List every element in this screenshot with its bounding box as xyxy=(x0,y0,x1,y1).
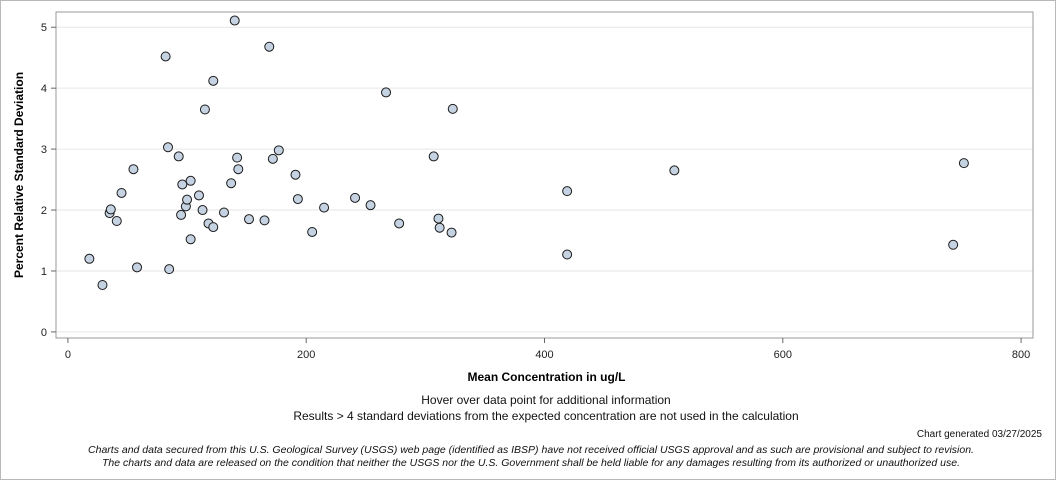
data-point[interactable] xyxy=(208,222,219,233)
data-point[interactable] xyxy=(290,169,301,180)
data-point[interactable] xyxy=(160,51,171,62)
data-point[interactable] xyxy=(164,264,175,275)
x-axis-title: Mean Concentration in ug/L xyxy=(468,370,626,384)
x-tick-label: 200 xyxy=(297,349,315,361)
data-point[interactable] xyxy=(218,207,229,218)
y-axis-title: Percent Relative Standard Deviation xyxy=(12,72,26,278)
data-point[interactable] xyxy=(176,209,187,220)
data-point[interactable] xyxy=(229,15,240,26)
data-point[interactable] xyxy=(226,178,237,189)
data-point[interactable] xyxy=(173,151,184,162)
data-point[interactable] xyxy=(669,165,680,176)
data-point[interactable] xyxy=(319,202,330,213)
data-point[interactable] xyxy=(292,194,303,205)
data-point[interactable] xyxy=(208,75,219,86)
data-point[interactable] xyxy=(182,194,193,205)
data-point[interactable] xyxy=(232,152,243,163)
data-point[interactable] xyxy=(562,249,573,260)
data-point[interactable] xyxy=(185,175,196,186)
hover-note: Hover over data point for additional inf… xyxy=(421,393,671,407)
axis-ticks: 0 1 2 3 4 5 0 200 400 600 800 xyxy=(41,22,1030,361)
disclaimer-line-2: The charts and data are released on the … xyxy=(102,457,960,469)
x-tick-label: 400 xyxy=(535,349,553,361)
data-point[interactable] xyxy=(105,204,116,215)
chart-generated-date: Chart generated 03/27/2025 xyxy=(916,429,1042,440)
x-tick-label: 600 xyxy=(774,349,792,361)
data-point[interactable] xyxy=(185,234,196,245)
data-point[interactable] xyxy=(177,179,188,190)
data-point[interactable] xyxy=(162,142,173,153)
x-tick-label: 0 xyxy=(65,349,71,361)
data-point[interactable] xyxy=(233,164,244,175)
data-point[interactable] xyxy=(197,205,208,216)
data-point[interactable] xyxy=(447,103,458,114)
data-point[interactable] xyxy=(128,164,139,175)
data-point[interactable] xyxy=(244,214,255,225)
data-point[interactable] xyxy=(958,158,969,169)
data-point[interactable] xyxy=(116,187,127,198)
plot-area xyxy=(55,11,1034,339)
y-tick-label: 4 xyxy=(41,83,47,95)
data-point[interactable] xyxy=(428,151,439,162)
y-tick-label: 0 xyxy=(41,327,47,339)
data-point[interactable] xyxy=(948,239,959,250)
y-tick-label: 5 xyxy=(41,22,47,34)
data-point[interactable] xyxy=(381,87,392,98)
data-point[interactable] xyxy=(307,226,318,237)
data-point[interactable] xyxy=(446,227,457,238)
data-point[interactable] xyxy=(199,104,210,115)
data-point[interactable] xyxy=(259,215,270,226)
disclaimer-line-1: Charts and data secured from this U.S. G… xyxy=(88,444,974,456)
data-points xyxy=(84,15,969,290)
data-point[interactable] xyxy=(267,153,278,164)
y-tick-label: 2 xyxy=(41,205,47,217)
scatter-chart: 0 1 2 3 4 5 0 200 400 600 800 Mean Concentration i… xyxy=(12,11,1034,384)
data-point[interactable] xyxy=(434,222,445,233)
data-point[interactable] xyxy=(193,190,204,201)
x-tick-label: 800 xyxy=(1012,349,1030,361)
data-point[interactable] xyxy=(433,213,444,224)
results-note: Results > 4 standard deviations from the… xyxy=(293,409,799,423)
grid-lines xyxy=(56,26,1033,333)
data-point[interactable] xyxy=(562,186,573,197)
y-tick-label: 3 xyxy=(41,144,47,156)
data-point[interactable] xyxy=(350,192,361,203)
data-point[interactable] xyxy=(394,218,405,229)
y-tick-label: 1 xyxy=(41,266,47,278)
data-point[interactable] xyxy=(84,253,95,264)
data-point[interactable] xyxy=(273,145,284,156)
data-point[interactable] xyxy=(264,41,275,52)
data-point[interactable] xyxy=(111,216,122,227)
data-point[interactable] xyxy=(365,200,376,211)
data-point[interactable] xyxy=(132,262,143,273)
data-point[interactable] xyxy=(97,279,108,290)
